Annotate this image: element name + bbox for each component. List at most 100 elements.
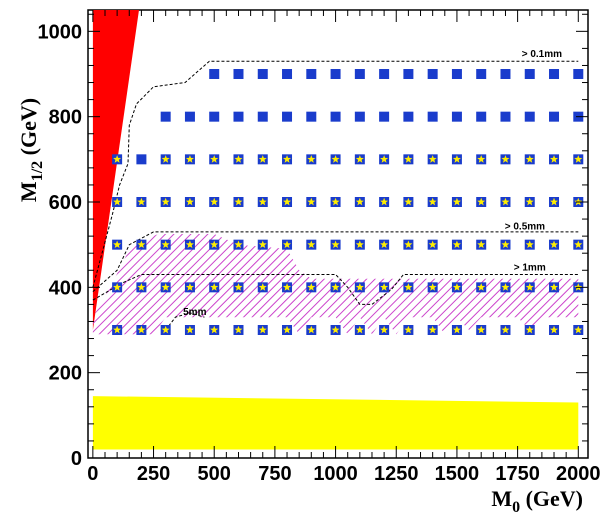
data-point-star bbox=[234, 197, 243, 206]
data-point-star bbox=[161, 155, 170, 163]
data-point-star bbox=[137, 240, 146, 249]
data-point-star bbox=[452, 325, 461, 334]
y-axis-title: M1/2 (GeV) bbox=[16, 98, 46, 202]
data-point-star bbox=[283, 240, 292, 249]
data-point-star bbox=[307, 325, 316, 334]
data-point-star bbox=[355, 283, 364, 291]
data-point-star bbox=[161, 283, 170, 291]
data-point-star bbox=[525, 197, 534, 206]
data-point-square bbox=[451, 69, 462, 79]
data-point-star bbox=[210, 155, 219, 163]
data-point-star bbox=[452, 240, 461, 249]
region-yellow-1 bbox=[92, 396, 579, 450]
data-point-star bbox=[161, 240, 170, 249]
data-point-star bbox=[113, 325, 122, 334]
data-point-star bbox=[234, 283, 243, 291]
data-point-star bbox=[234, 240, 243, 249]
data-point-star bbox=[477, 197, 486, 206]
data-point-square bbox=[306, 69, 317, 79]
data-point-square bbox=[379, 69, 390, 79]
data-point-square bbox=[257, 111, 268, 122]
data-point-square bbox=[427, 111, 438, 122]
data-point-star bbox=[113, 240, 122, 249]
data-point-star bbox=[234, 155, 243, 163]
data-point-star bbox=[380, 283, 389, 291]
data-point-square bbox=[403, 111, 414, 122]
data-points bbox=[112, 69, 584, 335]
x-tick-label: 2000 bbox=[556, 463, 601, 485]
y-tick-label: 1000 bbox=[38, 21, 83, 43]
data-point-star bbox=[185, 325, 194, 334]
x-axis-title: M0 (GeV) bbox=[491, 486, 583, 516]
data-point-square bbox=[476, 111, 487, 122]
data-point-star bbox=[380, 325, 389, 334]
x-tick-label: 1500 bbox=[435, 463, 480, 485]
data-point-star bbox=[331, 283, 340, 291]
data-point-square bbox=[233, 69, 244, 79]
data-point-star bbox=[113, 197, 122, 206]
data-point-star bbox=[283, 155, 292, 163]
contour-label: 5mm bbox=[183, 307, 206, 318]
data-point-star bbox=[307, 155, 316, 163]
data-point-star bbox=[525, 283, 534, 291]
data-point-star bbox=[113, 155, 122, 163]
data-point-star bbox=[428, 197, 437, 206]
data-point-star bbox=[428, 283, 437, 291]
data-point-square bbox=[184, 111, 195, 122]
data-point-star bbox=[137, 197, 146, 206]
data-point-star bbox=[307, 197, 316, 206]
x-tick-label: 0 bbox=[87, 463, 98, 485]
data-point-star bbox=[477, 240, 486, 249]
data-point-square bbox=[209, 69, 220, 79]
data-point-star bbox=[380, 197, 389, 206]
data-point-star bbox=[380, 155, 389, 163]
data-point-star bbox=[380, 240, 389, 249]
data-point-star bbox=[185, 240, 194, 249]
data-point-star bbox=[331, 325, 340, 334]
data-point-star bbox=[258, 325, 267, 334]
region-red-0 bbox=[92, 10, 139, 330]
data-point-star bbox=[113, 283, 122, 291]
data-point-star bbox=[185, 155, 194, 163]
data-point-star bbox=[283, 283, 292, 291]
data-point-square bbox=[500, 111, 511, 122]
data-point-star bbox=[525, 325, 534, 334]
data-point-square bbox=[257, 69, 268, 79]
data-point-star bbox=[501, 325, 510, 334]
data-point-square bbox=[136, 154, 147, 165]
y-tick-label: 400 bbox=[49, 277, 82, 299]
contour-label: > 1mm bbox=[514, 262, 546, 273]
data-point-star bbox=[404, 240, 413, 249]
data-point-star bbox=[428, 325, 437, 334]
data-point-square bbox=[403, 69, 414, 79]
data-point-square bbox=[160, 111, 171, 122]
data-point-square bbox=[379, 111, 390, 122]
data-point-square bbox=[549, 111, 560, 122]
data-point-star bbox=[428, 155, 437, 163]
data-point-square bbox=[233, 111, 244, 122]
data-point-square bbox=[282, 111, 293, 122]
data-point-star bbox=[550, 283, 559, 291]
data-point-star bbox=[355, 197, 364, 206]
data-point-square bbox=[524, 69, 535, 79]
data-point-star bbox=[525, 240, 534, 249]
data-point-star bbox=[404, 325, 413, 334]
data-point-star bbox=[210, 325, 219, 334]
y-tick-label: 600 bbox=[49, 192, 82, 214]
data-point-star bbox=[283, 197, 292, 206]
data-point-star bbox=[258, 283, 267, 291]
contour-line-1 bbox=[92, 231, 579, 292]
data-point-star bbox=[501, 197, 510, 206]
data-point-star bbox=[258, 155, 267, 163]
x-tick-label: 500 bbox=[198, 463, 231, 485]
data-point-star bbox=[550, 240, 559, 249]
data-point-star bbox=[574, 155, 583, 163]
x-tick-label: 1250 bbox=[374, 463, 419, 485]
data-point-star bbox=[477, 325, 486, 334]
data-point-star bbox=[258, 240, 267, 249]
data-point-star bbox=[331, 197, 340, 206]
y-tick-label: 800 bbox=[49, 107, 82, 129]
x-tick-label: 1750 bbox=[495, 463, 540, 485]
data-point-star bbox=[210, 197, 219, 206]
